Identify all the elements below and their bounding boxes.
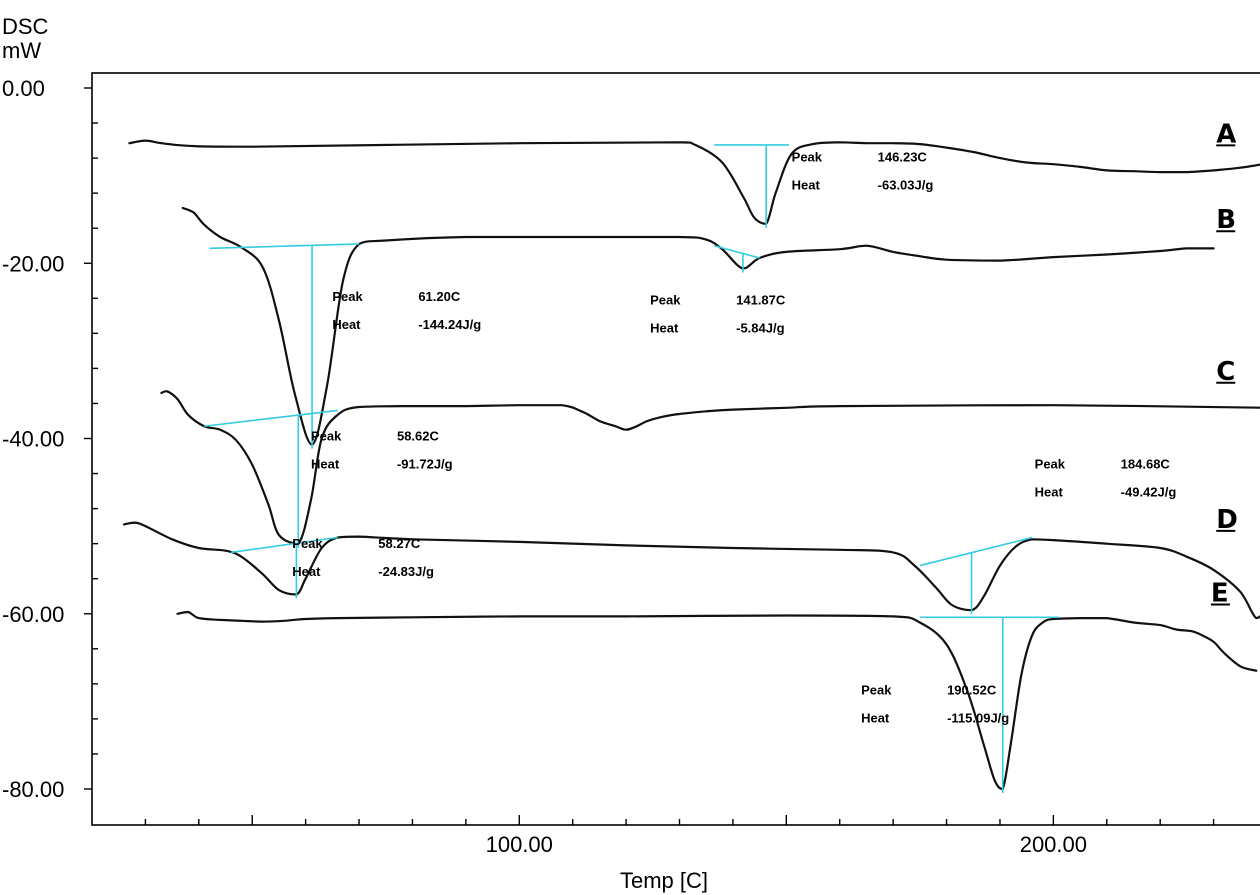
y-tick-label: -60.00 (2, 602, 64, 627)
curve-e (176, 610, 1258, 791)
series-label-e: E (1211, 578, 1229, 608)
y-tick-label: -40.00 (2, 427, 64, 452)
series-label-b: B (1216, 205, 1236, 235)
baseline-d (230, 536, 338, 554)
peak-label: Peak (332, 289, 363, 304)
peak-label: Peak (1035, 456, 1066, 471)
y-tick-label: -20.00 (2, 251, 64, 276)
heat-value: -144.24J/g (418, 317, 481, 332)
heat-label: Heat (1035, 484, 1064, 499)
heat-label: Heat (311, 456, 340, 471)
x-tick-label: 100.00 (486, 832, 553, 857)
y-axis-title: DSC (2, 14, 49, 39)
baseline-c (204, 409, 338, 428)
series-label-d: D (1216, 505, 1238, 535)
baseline-d (919, 536, 1033, 567)
peak-value: 61.20C (418, 289, 461, 304)
curve-d (122, 521, 1260, 620)
heat-value: -63.03J/g (878, 178, 934, 193)
baseline-b (209, 243, 360, 250)
peak-annotations: Peak 146.23C Heat -63.03J/g Peak 61.20C Heat -1… (292, 150, 1176, 726)
heat-label: Heat (332, 317, 361, 332)
y-tick-label: -80.00 (2, 777, 64, 802)
peak-label: Peak (292, 536, 323, 551)
heat-value: -5.84J/g (736, 320, 784, 335)
peak-value: 184.68C (1121, 456, 1171, 471)
peak-label: Peak (792, 150, 823, 165)
series-label-a: A (1216, 119, 1236, 149)
heat-label: Heat (650, 320, 679, 335)
y-axis: 0.00 -20.00 -40.00 -60.00 -80.00 (2, 76, 98, 802)
x-tick-label: 200.00 (1020, 832, 1087, 857)
plot-frame (91, 72, 1260, 826)
heat-value: -115.09J/g (947, 710, 1009, 725)
heat-label: Heat (792, 178, 821, 193)
peak-value: 58.27C (378, 536, 421, 551)
y-tick-label: 0.00 (2, 76, 45, 101)
baselines (204, 144, 1059, 793)
y-axis-unit: mW (2, 38, 41, 63)
x-axis: 100.00 200.00 (144, 815, 1215, 857)
peak-label: Peak (311, 428, 342, 443)
peak-label: Peak (861, 682, 892, 697)
curve-b (181, 206, 1215, 446)
x-axis-title: Temp [C] (620, 868, 708, 893)
heat-label: Heat (861, 710, 890, 725)
curves (122, 139, 1260, 791)
peak-label: Peak (650, 292, 681, 307)
peak-value: 58.62C (397, 428, 440, 443)
peak-value: 190.52C (947, 682, 997, 697)
peak-value: 141.87C (736, 292, 786, 307)
curve-a (128, 139, 1260, 225)
heat-value: -49.42J/g (1121, 484, 1177, 499)
series-label-c: C (1216, 357, 1235, 387)
heat-value: -24.83J/g (378, 564, 434, 579)
baseline-b (714, 244, 760, 259)
heat-value: -91.72J/g (397, 456, 453, 471)
peak-value: 146.23C (878, 150, 928, 165)
heat-label: Heat (292, 564, 321, 579)
curve-c (160, 390, 1260, 545)
series-labels: A B C D E (1210, 119, 1238, 608)
